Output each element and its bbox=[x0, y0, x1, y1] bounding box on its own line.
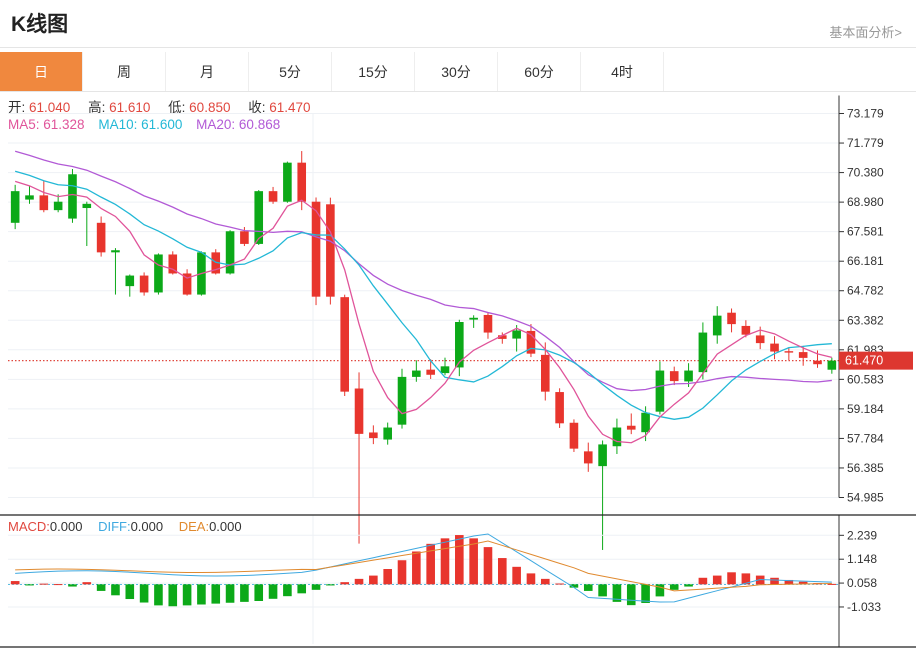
svg-text:59.184: 59.184 bbox=[847, 402, 884, 416]
svg-text:61.470: 61.470 bbox=[845, 354, 883, 368]
svg-text:60.583: 60.583 bbox=[847, 372, 884, 386]
svg-text:67.581: 67.581 bbox=[847, 225, 884, 239]
svg-text:0.058: 0.058 bbox=[847, 576, 877, 590]
svg-text:57.784: 57.784 bbox=[847, 431, 884, 445]
svg-text:1.148: 1.148 bbox=[847, 552, 877, 566]
svg-text:2.239: 2.239 bbox=[847, 528, 877, 542]
svg-text:66.181: 66.181 bbox=[847, 254, 884, 268]
svg-text:68.980: 68.980 bbox=[847, 195, 884, 209]
svg-text:71.779: 71.779 bbox=[847, 136, 884, 150]
svg-text:73.179: 73.179 bbox=[847, 107, 884, 121]
svg-text:64.782: 64.782 bbox=[847, 284, 884, 298]
svg-text:70.380: 70.380 bbox=[847, 166, 884, 180]
svg-text:56.385: 56.385 bbox=[847, 461, 884, 475]
svg-text:54.985: 54.985 bbox=[847, 491, 884, 505]
svg-text:-1.033: -1.033 bbox=[847, 600, 881, 614]
svg-text:63.382: 63.382 bbox=[847, 313, 884, 327]
